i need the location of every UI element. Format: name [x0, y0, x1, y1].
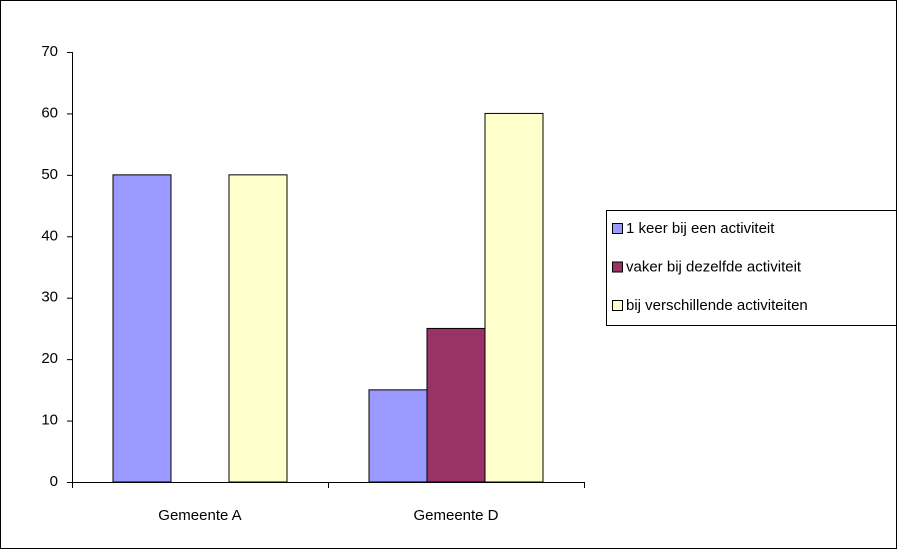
legend-label: 1 keer bij een activiteit	[626, 220, 775, 237]
x-tick-label: Gemeente A	[158, 507, 241, 524]
bar	[484, 112, 544, 483]
bar	[426, 327, 486, 483]
x-tick-label: Gemeente D	[413, 507, 498, 524]
bar	[228, 174, 288, 483]
y-tick-label: 0	[50, 473, 58, 490]
legend-label: bij verschillende activiteiten	[626, 297, 808, 314]
y-tick-label: 40	[41, 227, 58, 244]
legend-label: vaker bij dezelfde activiteit	[626, 258, 802, 275]
y-tick-label: 60	[41, 104, 58, 121]
bar	[368, 389, 428, 483]
legend-swatch	[612, 300, 623, 311]
y-tick-label: 50	[41, 166, 58, 183]
legend-swatch	[612, 223, 623, 234]
y-tick-label: 30	[41, 289, 58, 306]
bar	[112, 174, 172, 483]
legend-swatch	[612, 261, 623, 273]
y-tick-label: 70	[41, 43, 58, 60]
y-tick-label: 20	[41, 350, 58, 367]
legend	[606, 210, 897, 326]
y-tick-label: 10	[41, 412, 58, 429]
